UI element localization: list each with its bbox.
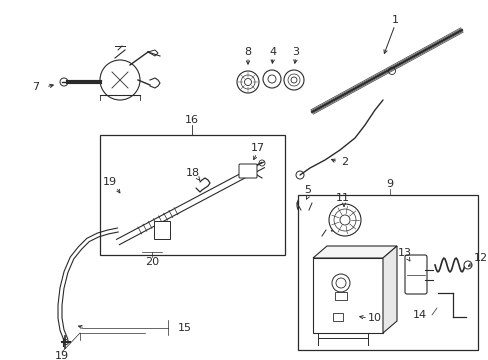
Circle shape bbox=[63, 339, 68, 345]
Text: 11: 11 bbox=[335, 193, 349, 203]
Text: 1: 1 bbox=[391, 15, 398, 25]
Circle shape bbox=[284, 70, 304, 90]
Text: 4: 4 bbox=[269, 47, 276, 57]
Text: 3: 3 bbox=[292, 47, 299, 57]
Circle shape bbox=[237, 71, 259, 93]
Circle shape bbox=[267, 75, 275, 83]
Text: 9: 9 bbox=[386, 179, 393, 189]
Circle shape bbox=[333, 209, 355, 231]
Text: 12: 12 bbox=[473, 253, 487, 263]
Circle shape bbox=[331, 274, 349, 292]
Bar bbox=[334, 292, 346, 300]
Bar bbox=[297, 195, 477, 350]
Text: 20: 20 bbox=[144, 257, 159, 267]
Circle shape bbox=[60, 78, 68, 86]
Circle shape bbox=[100, 60, 140, 100]
Bar bbox=[100, 135, 285, 255]
Circle shape bbox=[259, 160, 264, 166]
Text: 13: 13 bbox=[397, 248, 411, 258]
Bar bbox=[332, 313, 342, 321]
Text: 19: 19 bbox=[55, 351, 69, 360]
Text: 7: 7 bbox=[32, 82, 40, 92]
Circle shape bbox=[463, 261, 471, 269]
FancyBboxPatch shape bbox=[239, 164, 257, 178]
Text: 14: 14 bbox=[412, 310, 426, 320]
Text: 8: 8 bbox=[244, 47, 251, 57]
Circle shape bbox=[295, 171, 304, 179]
Text: 18: 18 bbox=[185, 168, 200, 178]
Circle shape bbox=[387, 68, 395, 75]
FancyBboxPatch shape bbox=[404, 255, 426, 294]
Circle shape bbox=[263, 70, 281, 88]
Bar bbox=[153, 221, 169, 239]
Text: 2: 2 bbox=[341, 157, 348, 167]
Circle shape bbox=[290, 77, 296, 83]
Polygon shape bbox=[312, 246, 396, 258]
Text: 15: 15 bbox=[178, 323, 192, 333]
Text: 6: 6 bbox=[334, 223, 341, 233]
Circle shape bbox=[339, 215, 349, 225]
Polygon shape bbox=[382, 246, 396, 333]
Bar bbox=[312, 258, 382, 333]
Circle shape bbox=[241, 75, 254, 89]
Circle shape bbox=[328, 204, 360, 236]
Circle shape bbox=[244, 78, 251, 85]
Text: 19: 19 bbox=[103, 177, 117, 187]
Text: 10: 10 bbox=[367, 313, 381, 323]
Text: 17: 17 bbox=[250, 143, 264, 153]
Circle shape bbox=[335, 278, 346, 288]
Text: 16: 16 bbox=[184, 115, 199, 125]
Text: 5: 5 bbox=[304, 185, 311, 195]
Circle shape bbox=[287, 74, 299, 86]
